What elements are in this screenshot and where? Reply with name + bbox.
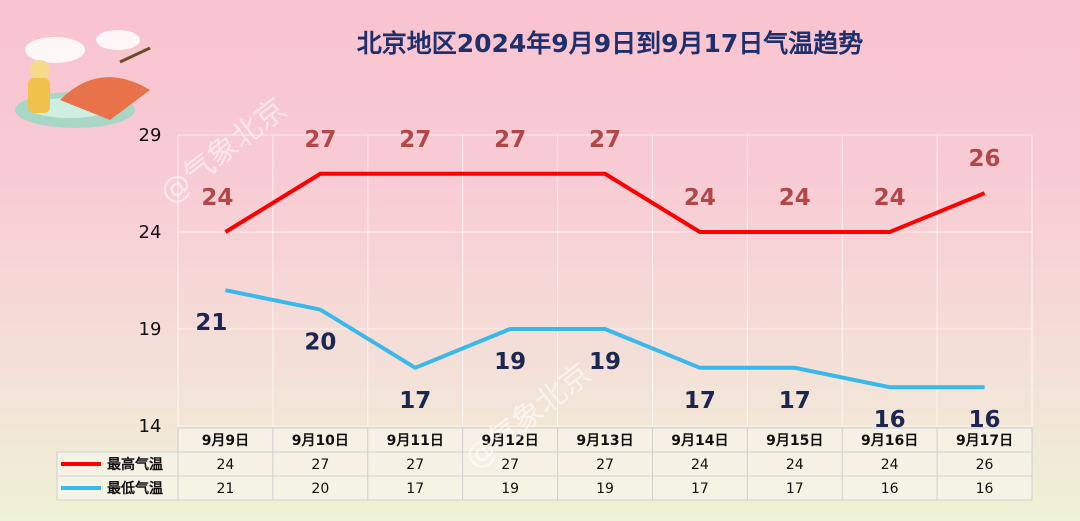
data-label: 17 [779,388,811,414]
category-label: 9月11日 [387,433,444,449]
category-label: 9月16日 [861,433,918,449]
data-label: 17 [399,388,431,414]
legend-label: 最高气温 [107,456,163,473]
legend-label: 最低气温 [107,480,163,497]
data-label: 16 [874,407,906,433]
table-cell: 19 [501,481,519,497]
data-label: 20 [304,330,336,356]
y-tick-label: 19 [139,319,162,340]
category-label: 9月9日 [202,433,249,449]
data-label: 27 [494,127,526,153]
table-cell: 17 [786,481,804,497]
table-cell: 27 [501,457,519,473]
table-cell: 20 [311,481,329,497]
data-label: 16 [969,407,1001,433]
data-label: 26 [969,146,1001,172]
y-tick-label: 14 [139,416,162,437]
table-cell: 17 [691,481,709,497]
chart-title: 北京地区2024年9月9日到9月17日气温趋势 [357,29,864,58]
gridlines [177,134,1033,427]
data-table: 9月9日 9月10日 9月11日 9月12日 9月13日 9月14日 9月15日 9月16日 9… [56,427,1033,501]
data-label: 27 [589,127,621,153]
table-cell: 24 [691,457,709,473]
series-lines [224,171,986,390]
data-label: 19 [494,349,526,375]
table-cell: 16 [976,481,994,497]
table-cell: 27 [311,457,329,473]
data-label: 24 [779,185,811,211]
illustration [15,30,151,128]
category-label: 9月17日 [956,433,1013,449]
data-label: 24 [684,185,716,211]
table-cell: 26 [976,457,994,473]
category-label: 9月13日 [576,433,633,449]
table-cell: 19 [596,481,614,497]
series-line [225,288,985,390]
y-axis: 14 19 24 29 [139,125,162,437]
table-cell: 24 [786,457,804,473]
data-label: 19 [589,349,621,375]
category-label: 9月14日 [671,433,728,449]
category-label: 9月15日 [766,433,823,449]
table-cell: 21 [217,481,235,497]
data-label: 17 [684,388,716,414]
table-cell: 27 [596,457,614,473]
data-label: 24 [874,185,906,211]
data-labels: 24 27 27 27 27 24 24 24 26 21 20 17 19 19 17 17 16 16 [195,127,1000,433]
category-label: 9月12日 [481,433,538,449]
table-cell: 17 [406,481,424,497]
category-label: 9月10日 [292,433,349,449]
data-label: 21 [195,310,227,336]
table-cell: 24 [217,457,235,473]
table-cell: 27 [406,457,424,473]
table-cell: 16 [881,481,899,497]
data-label: 27 [304,127,336,153]
data-label: 27 [399,127,431,153]
data-label: 24 [201,185,233,211]
series-line [224,171,986,234]
table-cell: 24 [881,457,899,473]
y-tick-label: 29 [139,125,162,146]
y-tick-label: 24 [139,222,162,243]
